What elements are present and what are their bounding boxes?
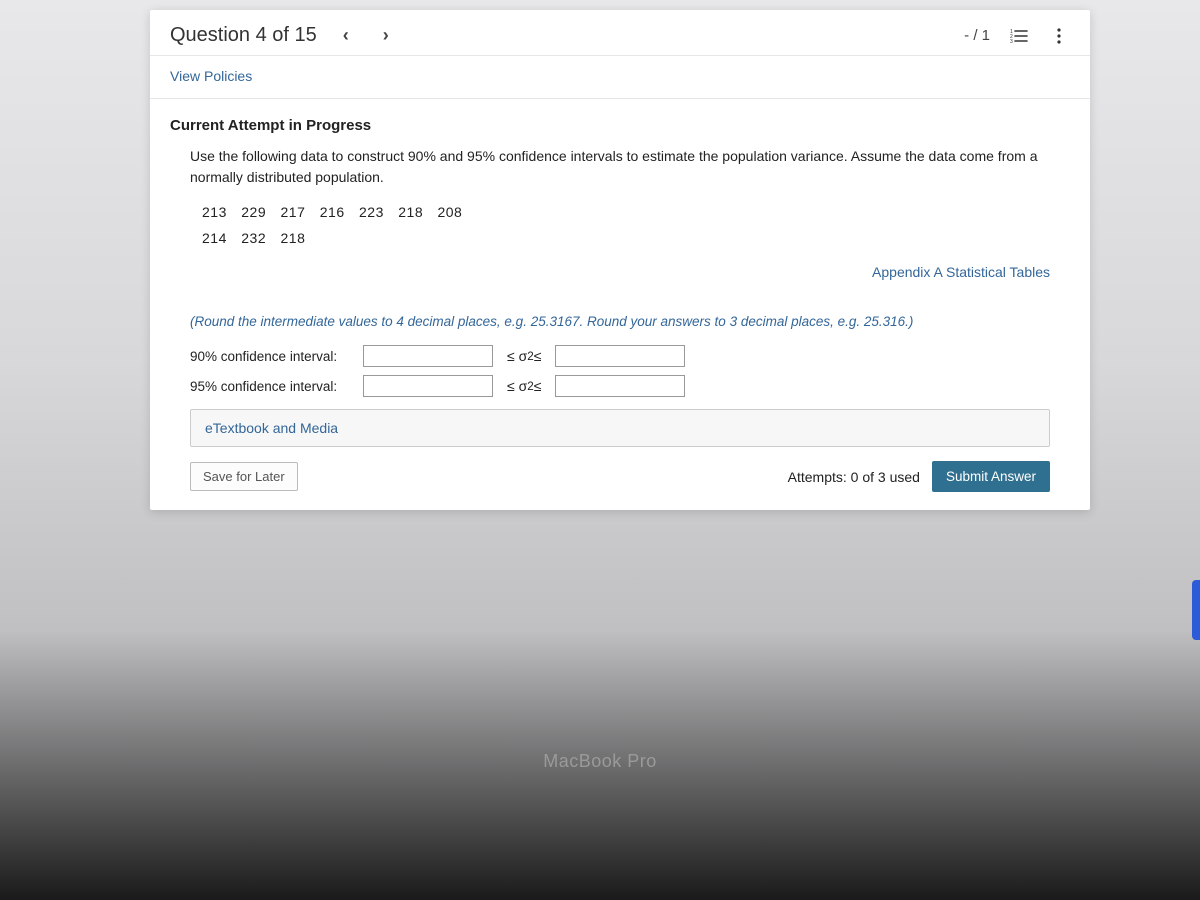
ci-95-upper-input[interactable]: [555, 375, 685, 397]
data-row-1: 213 229 217 216 223 218 208: [202, 204, 1050, 220]
kebab-menu-icon[interactable]: [1048, 25, 1070, 47]
data-row-2: 214 232 218: [202, 230, 1050, 246]
appendix-link[interactable]: Appendix A Statistical Tables: [190, 264, 1050, 280]
footer: Save for Later Attempts: 0 of 3 used Sub…: [150, 447, 1090, 510]
svg-text:3: 3: [1010, 39, 1013, 44]
ci-90-row: 90% confidence interval: ≤ σ2 ≤: [190, 345, 1050, 367]
ci-90-lower-input[interactable]: [363, 345, 493, 367]
save-for-later-button[interactable]: Save for Later: [190, 462, 298, 491]
list-icon[interactable]: 1 2 3: [1008, 25, 1030, 47]
prev-question-button[interactable]: ‹: [335, 25, 357, 47]
view-policies-link[interactable]: View Policies: [150, 56, 1090, 99]
rounding-instructions: (Round the intermediate values to 4 deci…: [190, 314, 1050, 329]
score-display: - / 1: [964, 27, 990, 44]
attempt-heading: Current Attempt in Progress: [150, 99, 1090, 146]
attempts-text: Attempts: 0 of 3 used: [788, 469, 920, 485]
question-number: Question 4 of 15: [170, 24, 317, 47]
question-header: Question 4 of 15 ‹ › - / 1 1 2 3: [150, 10, 1090, 56]
next-question-button[interactable]: ›: [375, 25, 397, 47]
ci-90-label: 90% confidence interval:: [190, 349, 355, 364]
header-left: Question 4 of 15 ‹ ›: [170, 24, 397, 47]
header-right: - / 1 1 2 3: [964, 25, 1070, 47]
device-label: MacBook Pro: [0, 751, 1200, 772]
etextbook-media-button[interactable]: eTextbook and Media: [190, 409, 1050, 447]
footer-right: Attempts: 0 of 3 used Submit Answer: [788, 461, 1050, 492]
submit-answer-button[interactable]: Submit Answer: [932, 461, 1050, 492]
edge-accent: [1192, 580, 1200, 640]
question-body: Use the following data to construct 90% …: [150, 146, 1090, 447]
ci-95-row: 95% confidence interval: ≤ σ2 ≤: [190, 375, 1050, 397]
ci-95-lower-input[interactable]: [363, 375, 493, 397]
question-card: Question 4 of 15 ‹ › - / 1 1 2 3: [150, 10, 1090, 510]
data-values: 213 229 217 216 223 218 208 214 232 218: [202, 204, 1050, 246]
ci-95-label: 95% confidence interval:: [190, 379, 355, 394]
question-prompt: Use the following data to construct 90% …: [190, 146, 1050, 188]
sigma-expression-95: ≤ σ2 ≤: [501, 378, 547, 394]
ci-90-upper-input[interactable]: [555, 345, 685, 367]
sigma-expression-90: ≤ σ2 ≤: [501, 348, 547, 364]
